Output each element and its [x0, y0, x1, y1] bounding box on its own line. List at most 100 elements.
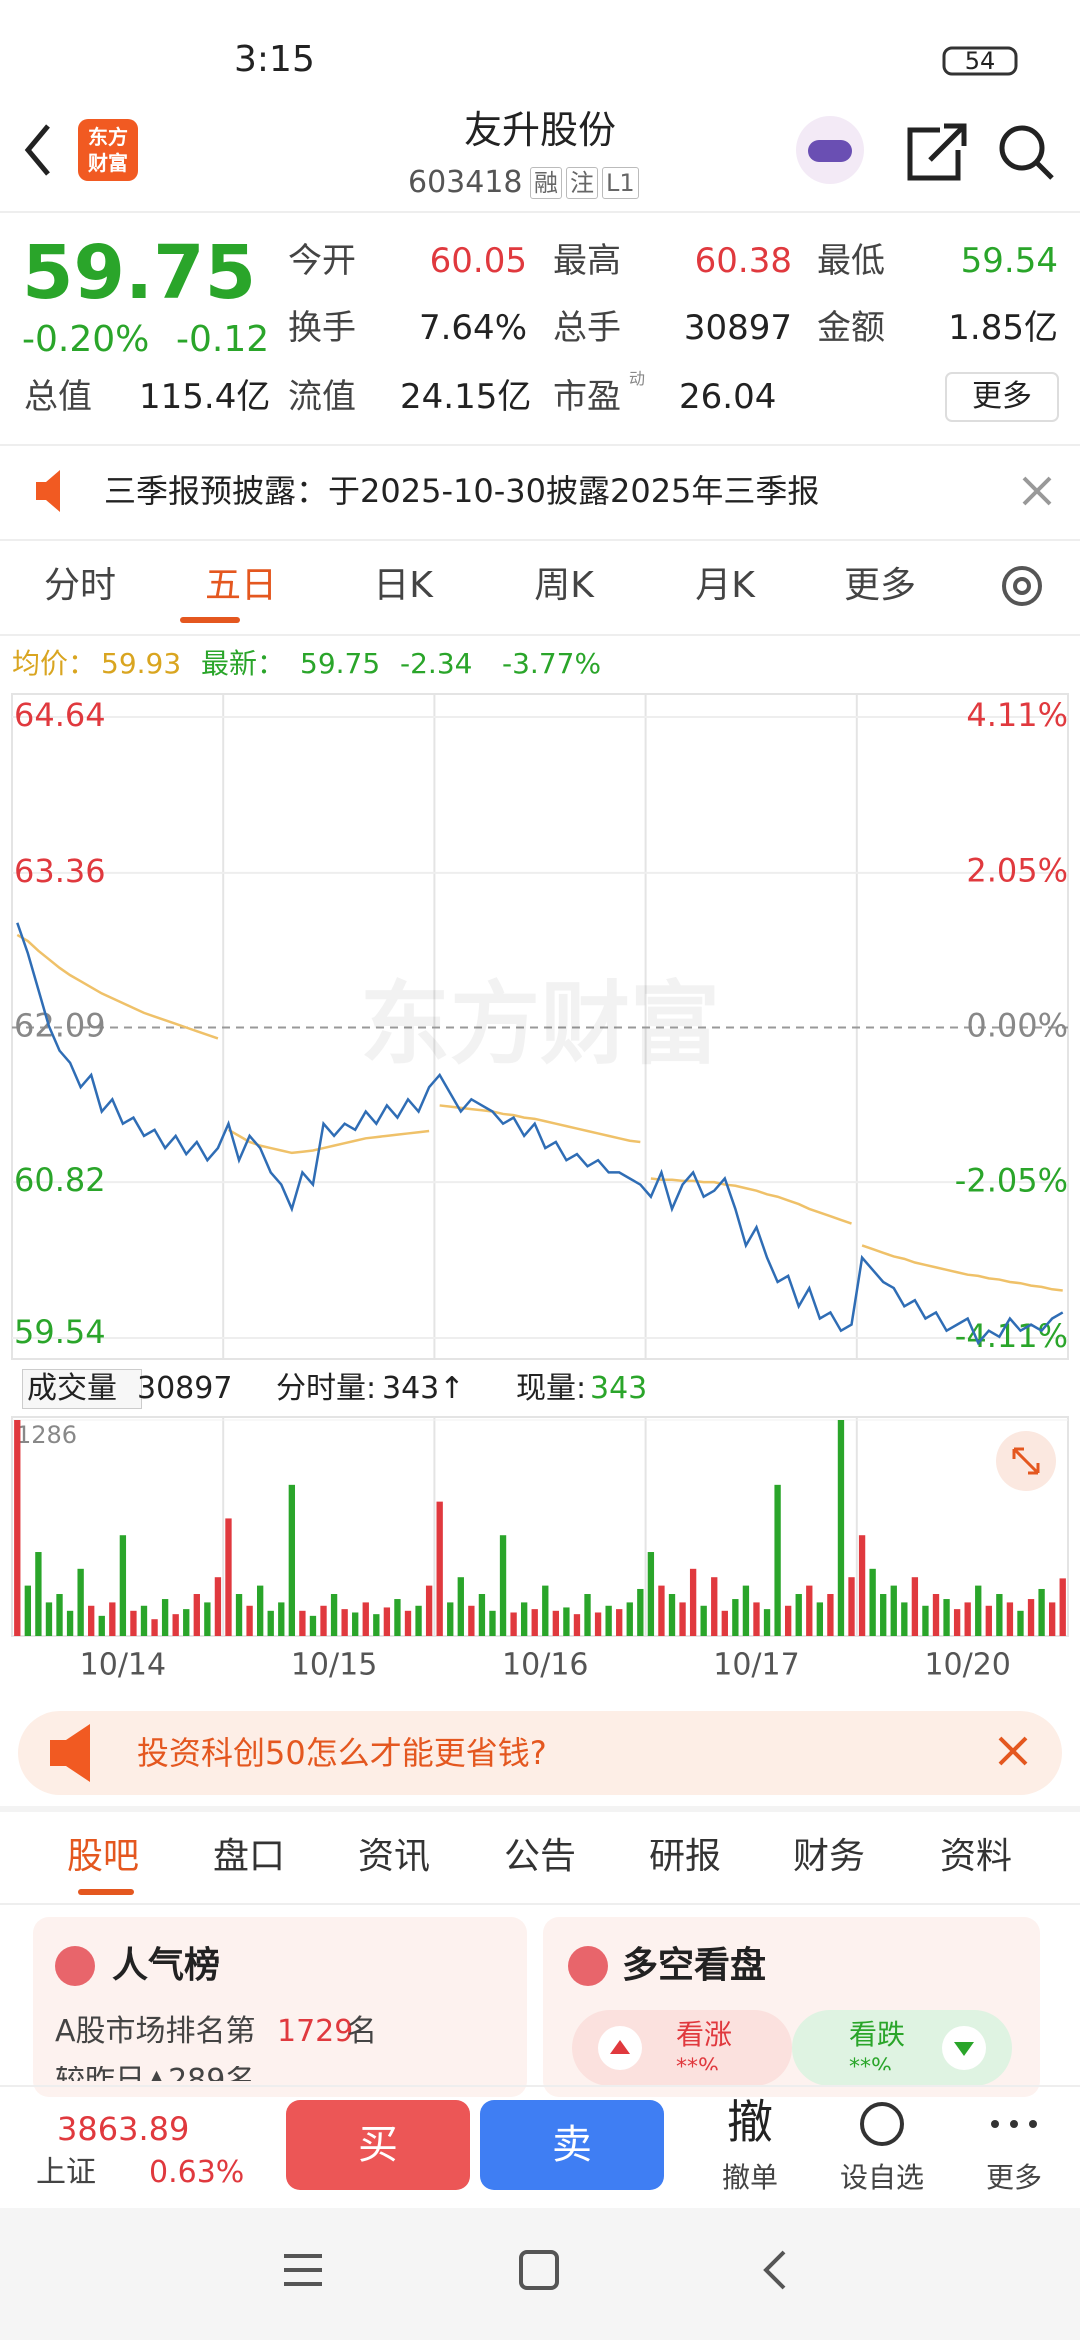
- card-title: 多空看盘: [622, 1945, 767, 1986]
- buy-button[interactable]: [286, 2100, 470, 2190]
- cancel-label[interactable]: 撤单: [721, 2161, 779, 2194]
- badge: L1: [602, 167, 639, 199]
- volume-bar: [932, 1594, 940, 1636]
- section-tab[interactable]: 资料: [939, 1836, 1013, 1877]
- volume-bar: [267, 1610, 274, 1636]
- more-button-label[interactable]: 更多: [972, 379, 1032, 414]
- stat-value: 59.54: [960, 241, 1058, 281]
- notice-close[interactable]: [1022, 476, 1052, 506]
- chart-tab[interactable]: 月K: [695, 565, 755, 606]
- volume-bar: [330, 1594, 338, 1636]
- logo-text: 财富: [88, 151, 128, 175]
- volume-bar: [605, 1605, 612, 1636]
- volume-bar: [45, 1602, 53, 1636]
- minute-volume: 343↑: [382, 1371, 465, 1406]
- chart-tab[interactable]: 更多: [843, 565, 917, 606]
- section-tab[interactable]: 盘口: [212, 1836, 286, 1877]
- buy-label[interactable]: 买: [358, 2122, 398, 2168]
- volume-total: 30897: [137, 1371, 233, 1406]
- settings-button[interactable]: [1002, 566, 1042, 606]
- notice-icon: [36, 470, 60, 512]
- volume-bar: [204, 1602, 211, 1636]
- more-button[interactable]: [945, 372, 1059, 422]
- y2-tick-label: -2.05%: [955, 1161, 1068, 1199]
- volume-bar: [943, 1599, 950, 1636]
- volume-bar: [1017, 1610, 1024, 1636]
- app-logo[interactable]: [78, 119, 138, 181]
- stat-value: 1.85亿: [948, 308, 1058, 348]
- current-volume: 343: [590, 1371, 648, 1406]
- volume-bar: [753, 1602, 760, 1636]
- volume-bar: [246, 1605, 253, 1636]
- section-tab[interactable]: 股吧: [66, 1836, 140, 1877]
- battery-level: 54: [964, 47, 996, 75]
- rank-prefix: A股市场排名第: [55, 2014, 256, 2049]
- volume-bar: [784, 1605, 792, 1636]
- volume-bar: [563, 1607, 570, 1636]
- bear-pct: **%: [849, 2055, 892, 2080]
- stat-value: 26.04: [679, 377, 777, 417]
- ad-banner[interactable]: [18, 1711, 1062, 1795]
- volume-bar: [795, 1594, 802, 1636]
- stock-name: 友升股份: [463, 108, 617, 152]
- section-tab[interactable]: 公告: [503, 1836, 577, 1877]
- rank-change: 较昨日▲289名: [55, 2063, 256, 2098]
- current-volume-label: 现量:: [516, 1371, 587, 1406]
- section-tab[interactable]: 财务: [792, 1836, 866, 1877]
- volume-bar: [77, 1568, 84, 1636]
- back-button[interactable]: [24, 124, 50, 176]
- volume-bar: [742, 1585, 750, 1636]
- ad-text[interactable]: 投资科创50怎么才能更省钱?: [137, 1734, 547, 1772]
- nav-menu[interactable]: [284, 2254, 322, 2286]
- watch-label[interactable]: 设自选: [839, 2161, 925, 2194]
- volume-bar: [869, 1568, 876, 1636]
- volume-bar: [109, 1602, 116, 1636]
- index-value: 3863.89: [57, 2110, 190, 2148]
- index-change: 0.63%: [149, 2155, 245, 2190]
- logo-text: 东方: [88, 125, 128, 149]
- volume-bar: [711, 1577, 718, 1636]
- volume-bar: [890, 1585, 897, 1636]
- section-tab[interactable]: 资讯: [357, 1836, 431, 1877]
- nav-back[interactable]: [763, 2250, 786, 2290]
- cancel-icon[interactable]: 撤: [727, 2095, 773, 2149]
- y2-tick-label: -4.11%: [955, 1317, 1068, 1355]
- volume-bar: [24, 1585, 32, 1636]
- y-tick-label: 63.36: [14, 852, 106, 890]
- volume-bar: [964, 1602, 971, 1636]
- volume-bar: [679, 1602, 686, 1636]
- x-tick-label: 10/15: [291, 1648, 377, 1683]
- stat-value: 24.15亿: [400, 377, 532, 417]
- stat-label: 市盈: [553, 377, 621, 417]
- x-tick-label: 10/20: [924, 1648, 1010, 1683]
- sell-button[interactable]: [480, 2100, 664, 2190]
- volume-bar: [1048, 1602, 1056, 1636]
- nav-home[interactable]: [519, 2250, 559, 2290]
- separator: [0, 2085, 1080, 2087]
- chart-tab[interactable]: 周K: [534, 565, 594, 606]
- volume-bar: [278, 1602, 285, 1636]
- chart-tab[interactable]: 五日: [204, 565, 278, 606]
- settings-core: [1013, 577, 1031, 595]
- dot: [991, 2120, 999, 2128]
- card[interactable]: [33, 1917, 527, 2097]
- chart-tab[interactable]: 分时: [43, 565, 117, 606]
- separator: [0, 1806, 1080, 1812]
- volume-bar: [214, 1577, 222, 1636]
- volume-bar: [996, 1594, 1003, 1636]
- volume-bar: [552, 1610, 560, 1636]
- change-amount: -0.12: [176, 319, 270, 360]
- stat-label: 今开: [288, 241, 356, 281]
- dot: [1010, 2120, 1018, 2128]
- volume-bar: [499, 1535, 507, 1636]
- volume-bar: [721, 1610, 728, 1636]
- ad-close[interactable]: [998, 1736, 1028, 1766]
- search-button[interactable]: [999, 125, 1045, 171]
- chart-tab[interactable]: 日K: [373, 565, 433, 606]
- more-label[interactable]: 更多: [985, 2161, 1043, 2194]
- watch-icon[interactable]: [860, 2102, 904, 2146]
- section-tab[interactable]: 研报: [648, 1836, 722, 1877]
- sell-label[interactable]: 卖: [552, 2122, 592, 2168]
- share-button[interactable]: [907, 123, 967, 181]
